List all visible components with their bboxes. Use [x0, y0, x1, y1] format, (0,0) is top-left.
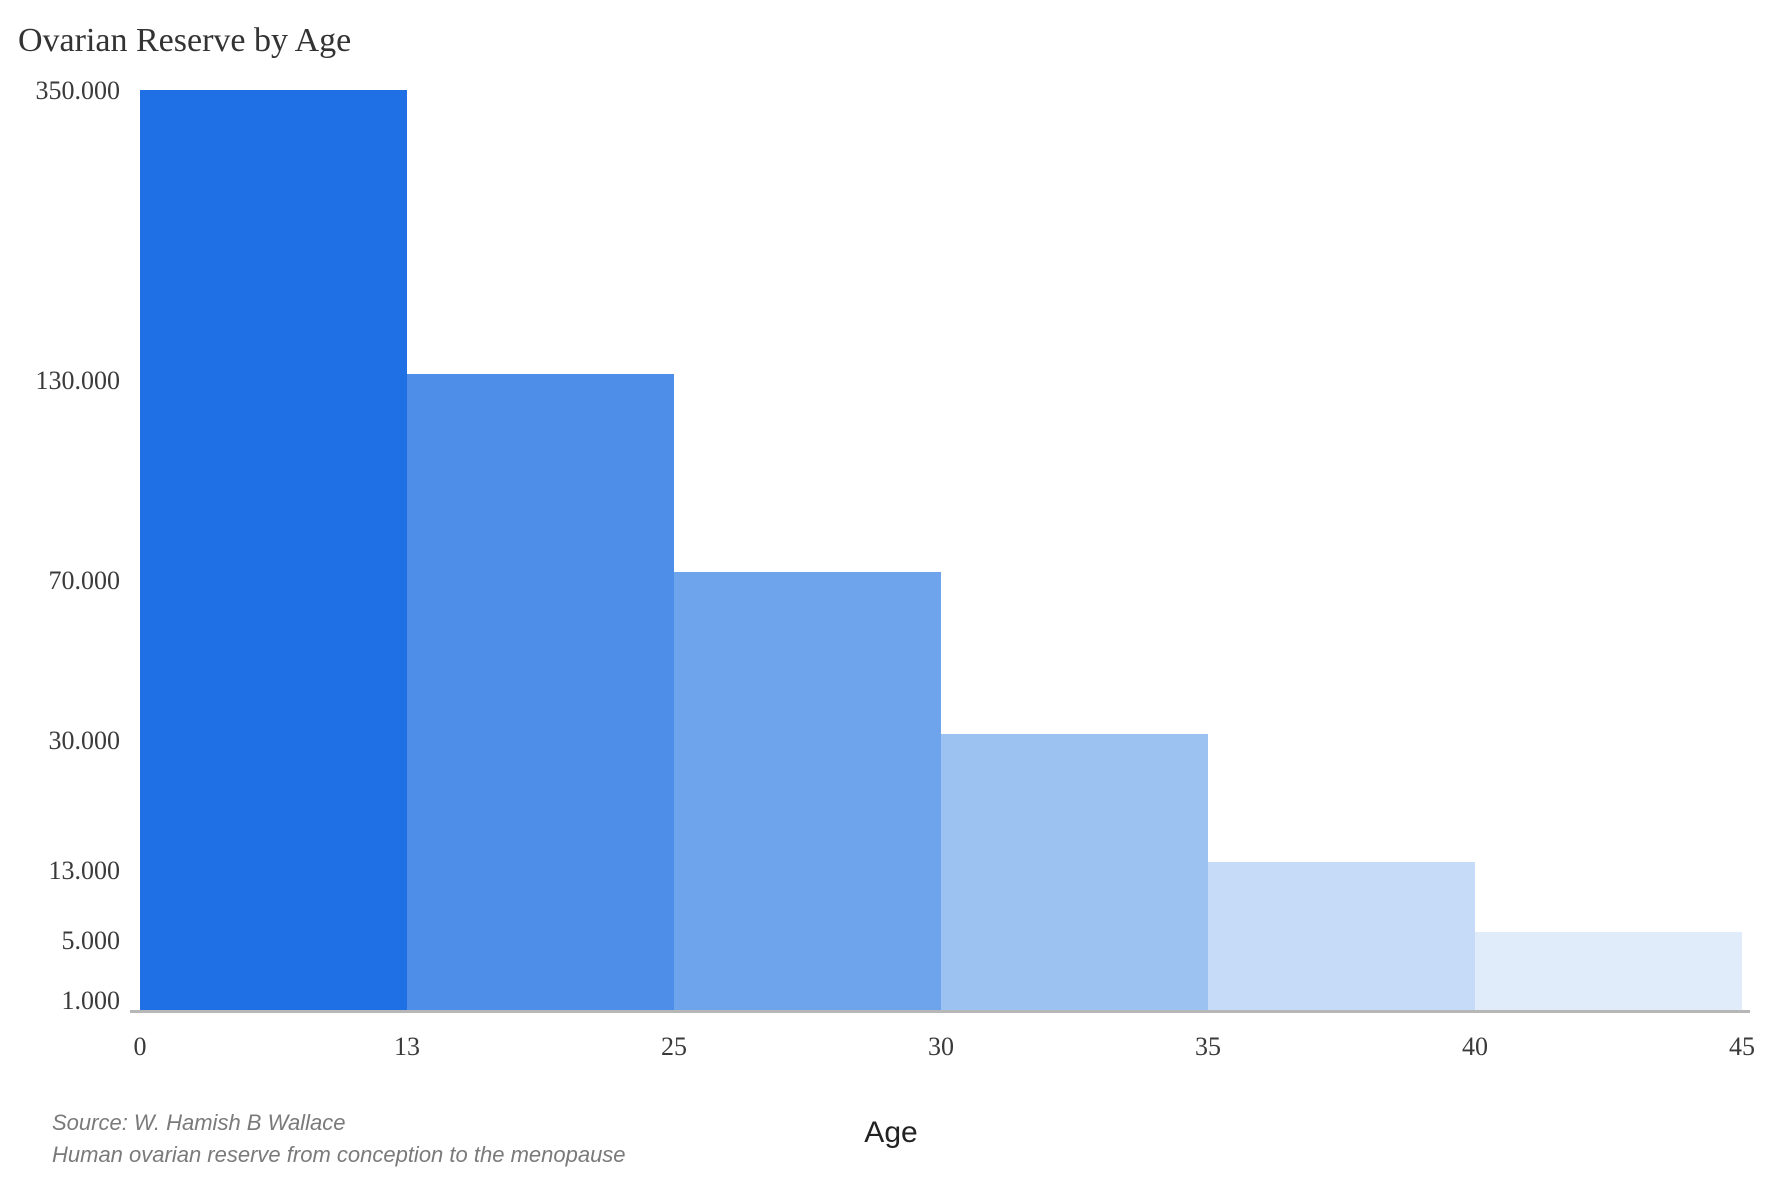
x-tick-label: 30 [928, 1032, 954, 1062]
y-tick-label: 350.000 [10, 76, 120, 106]
x-axis-baseline [130, 1010, 1750, 1013]
bar-13-25 [407, 374, 674, 1010]
y-tick-label: 70.000 [10, 566, 120, 596]
bar-30-35 [941, 734, 1208, 1010]
x-tick-label: 40 [1462, 1032, 1488, 1062]
ovarian-reserve-chart: Ovarian Reserve by Age 350.000 130.000 7… [0, 0, 1782, 1182]
bar-35-40 [1208, 862, 1475, 1010]
x-tick-label: 25 [661, 1032, 687, 1062]
y-tick-label: 1.000 [10, 986, 120, 1016]
bar-0-13 [140, 90, 407, 1010]
y-tick-label: 30.000 [10, 726, 120, 756]
source-line-1: Source: W. Hamish B Wallace [52, 1110, 345, 1136]
x-axis-label: Age [864, 1116, 917, 1150]
x-tick-label: 35 [1195, 1032, 1221, 1062]
x-tick-label: 0 [134, 1032, 147, 1062]
x-tick-label: 13 [394, 1032, 420, 1062]
x-tick-label: 45 [1729, 1032, 1755, 1062]
bar-25-30 [674, 572, 941, 1010]
y-tick-label: 13.000 [10, 856, 120, 886]
source-line-2: Human ovarian reserve from conception to… [52, 1142, 626, 1168]
y-tick-label: 5.000 [10, 926, 120, 956]
chart-title: Ovarian Reserve by Age [18, 22, 351, 60]
y-tick-label: 130.000 [10, 366, 120, 396]
bar-40-45 [1475, 932, 1742, 1010]
